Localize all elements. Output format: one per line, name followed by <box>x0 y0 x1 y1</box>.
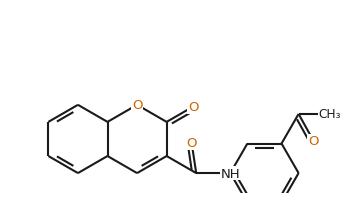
Text: O: O <box>186 136 197 150</box>
Text: O: O <box>132 99 142 112</box>
Text: O: O <box>308 135 319 148</box>
Text: NH: NH <box>220 167 240 180</box>
Text: O: O <box>188 101 198 113</box>
Text: CH₃: CH₃ <box>319 108 341 121</box>
